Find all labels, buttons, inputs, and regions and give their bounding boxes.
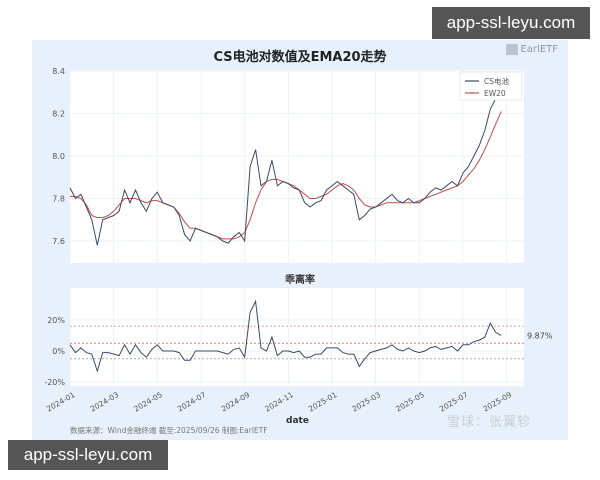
last-deviation-label: 9.87% — [527, 332, 553, 341]
logo-text: EarlETF — [520, 44, 558, 55]
x-tick-label: 2024-11 — [263, 390, 295, 414]
price-line — [69, 85, 502, 246]
site-banner-top[interactable]: app-ssl-leyu.com — [432, 7, 590, 39]
x-tick-label: 2025-05 — [394, 390, 426, 414]
y-tick-label: 7.8 — [52, 195, 65, 204]
x-tick-label: 2025-01 — [307, 390, 339, 414]
y-tick-label: 7.6 — [52, 237, 65, 246]
price-plot-area — [70, 70, 524, 263]
chart-title: CS电池对数值及EMA20走势 — [213, 50, 387, 65]
logo-icon — [506, 44, 519, 55]
y-tick-label: 0% — [52, 347, 65, 356]
deviation-plot-area — [70, 288, 524, 386]
y-tick-label: 20% — [47, 316, 65, 325]
x-axis-label: date — [286, 416, 309, 426]
x-tick-label: 2024-07 — [176, 390, 208, 414]
legend-label-ema: EW20 — [484, 89, 506, 98]
deviation-chart-title: 乖离率 — [285, 275, 315, 286]
legend-label-price: CS电池 — [484, 76, 509, 86]
brand-logo: EarlETF — [506, 44, 558, 55]
data-source-note: 数据来源：Wind金融终端 截至:2025/09/26 制图:EarlETF — [70, 426, 268, 435]
chart-panel: CS电池对数值及EMA20走势 EarlETF 乖离率 2024-01 2024-… — [32, 40, 568, 440]
chart-canvas: 2024-01 2024-03 2024-05 2024-07 2024-09 2024-… — [44, 67, 553, 414]
y-tick-label: 8.0 — [52, 152, 65, 161]
y-tick-label: 8.4 — [52, 67, 65, 76]
y-tick-label: 8.2 — [52, 110, 65, 119]
x-tick-label: 2024-01 — [45, 390, 77, 414]
x-tick-label: 2024-05 — [132, 390, 164, 414]
y-tick-label: -20% — [44, 378, 65, 387]
x-tick-label: 2024-03 — [89, 390, 121, 414]
watermark: 雪球：张翼轸 — [447, 415, 532, 430]
legend — [459, 71, 523, 101]
site-banner-bottom[interactable]: app-ssl-leyu.com — [8, 440, 168, 470]
deviation-line — [69, 299, 502, 373]
x-tick-label: 2025-03 — [351, 390, 383, 414]
x-tick-label: 2024-09 — [220, 390, 252, 414]
